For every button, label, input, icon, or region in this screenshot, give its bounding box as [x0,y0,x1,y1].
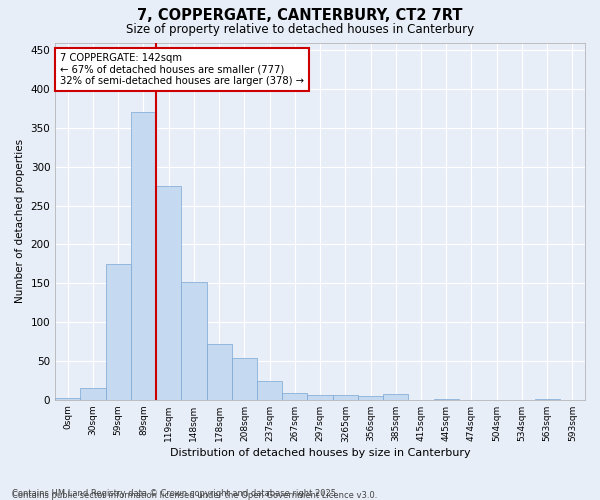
Bar [156,186,181,400]
Bar [282,392,307,400]
Bar [181,282,206,400]
Text: 7, COPPERGATE, CANTERBURY, CT2 7RT: 7, COPPERGATE, CANTERBURY, CT2 7RT [137,8,463,22]
Text: Size of property relative to detached houses in Canterbury: Size of property relative to detached ho… [126,22,474,36]
Bar [206,344,232,400]
Bar [383,394,409,400]
X-axis label: Distribution of detached houses by size in Canterbury: Distribution of detached houses by size … [170,448,470,458]
Bar [232,358,257,400]
Bar [434,399,459,400]
Text: 7 COPPERGATE: 142sqm
← 67% of detached houses are smaller (777)
32% of semi-deta: 7 COPPERGATE: 142sqm ← 67% of detached h… [61,53,304,86]
Text: Contains public sector information licensed under the Open Government Licence v3: Contains public sector information licen… [12,491,377,500]
Bar [131,112,156,400]
Bar [307,395,332,400]
Bar [80,388,106,400]
Y-axis label: Number of detached properties: Number of detached properties [15,139,25,303]
Bar [535,399,560,400]
Bar [106,264,131,400]
Bar [257,381,282,400]
Bar [55,398,80,400]
Bar [358,396,383,400]
Text: Contains HM Land Registry data © Crown copyright and database right 2025.: Contains HM Land Registry data © Crown c… [12,488,338,498]
Bar [332,395,358,400]
